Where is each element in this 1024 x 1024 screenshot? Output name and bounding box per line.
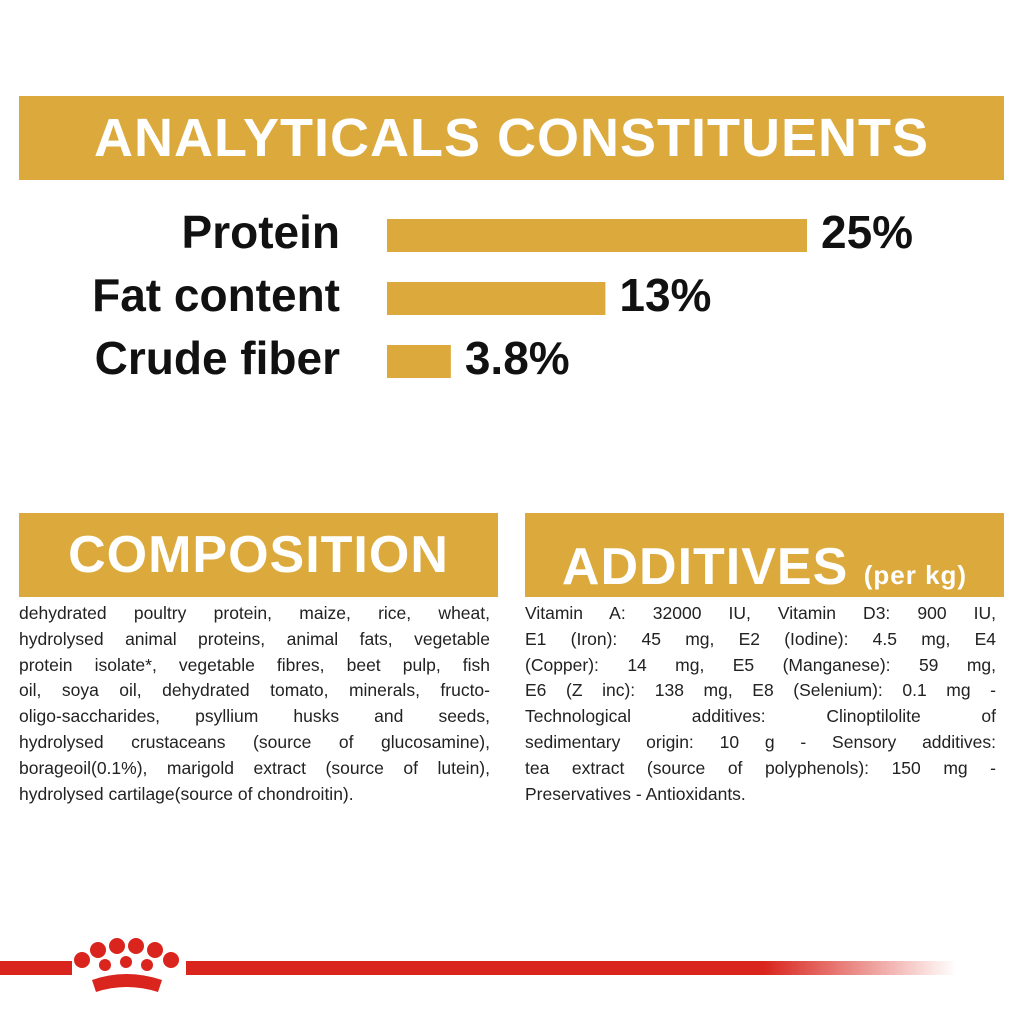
text-line: tea extract (source of polyphenols): 150… — [525, 757, 996, 778]
text-line: Technological additives: Clinoptilolite … — [525, 706, 996, 727]
text-line: hydrolysed animal proteins, animal fats,… — [19, 628, 490, 649]
value-label: 3.8% — [465, 332, 570, 384]
additives-title: ADDITIVES — [561, 538, 849, 596]
text-line: E1 (Iron): 45 mg, E2 (Iodine): 4.5 mg, E… — [525, 628, 996, 649]
text-line: dehydrated poultry protein, maize, rice,… — [19, 603, 490, 623]
chart-title: ANALYTICALS CONSTITUENTS — [93, 108, 930, 168]
additives-text: Vitamin A: 32000 IU, Vitamin D3: 900 IU,… — [525, 601, 996, 807]
additives-subtitle: (per kg) — [863, 560, 968, 590]
category-label: Fat content — [92, 269, 340, 321]
composition-text: dehydrated poultry protein, maize, rice,… — [19, 601, 490, 807]
text-line: oligo-saccharides, psyllium husks and se… — [19, 706, 490, 727]
bar — [387, 219, 807, 252]
text-line: Vitamin A: 32000 IU, Vitamin D3: 900 IU, — [525, 603, 996, 623]
category-label: Crude fiber — [95, 332, 340, 384]
text-line: protein isolate*, vegetable fibres, beet… — [19, 654, 490, 675]
additives-band: ADDITIVES (per kg) — [525, 513, 1004, 597]
text-line: Preservatives - Antioxidants. — [525, 783, 746, 804]
bar — [387, 345, 451, 378]
bar — [387, 282, 606, 315]
value-label: 25% — [821, 206, 913, 258]
value-label: 13% — [619, 269, 711, 321]
category-label: Protein — [182, 206, 340, 258]
text-line: (Copper): 14 mg, E5 (Manganese): 59 mg, — [525, 654, 996, 675]
title-band: ANALYTICALS CONSTITUENTS — [19, 96, 1004, 180]
text-line: hydrolysed cartilage(source of chondroit… — [19, 783, 354, 804]
text-line: hydrolysed crustaceans (source of glucos… — [19, 731, 490, 752]
text-line: sedimentary origin: 10 g - Sensory addit… — [525, 731, 996, 752]
text-line: oil, soya oil, dehydrated tomato, minera… — [19, 680, 490, 701]
composition-title: COMPOSITION — [68, 526, 449, 584]
text-line: borageoil(0.1%), marigold extract (sourc… — [19, 757, 490, 778]
text-line: E6 (Z inc): 138 mg, E8 (Selenium): 0.1 m… — [525, 680, 996, 701]
composition-band: COMPOSITION — [19, 513, 498, 597]
